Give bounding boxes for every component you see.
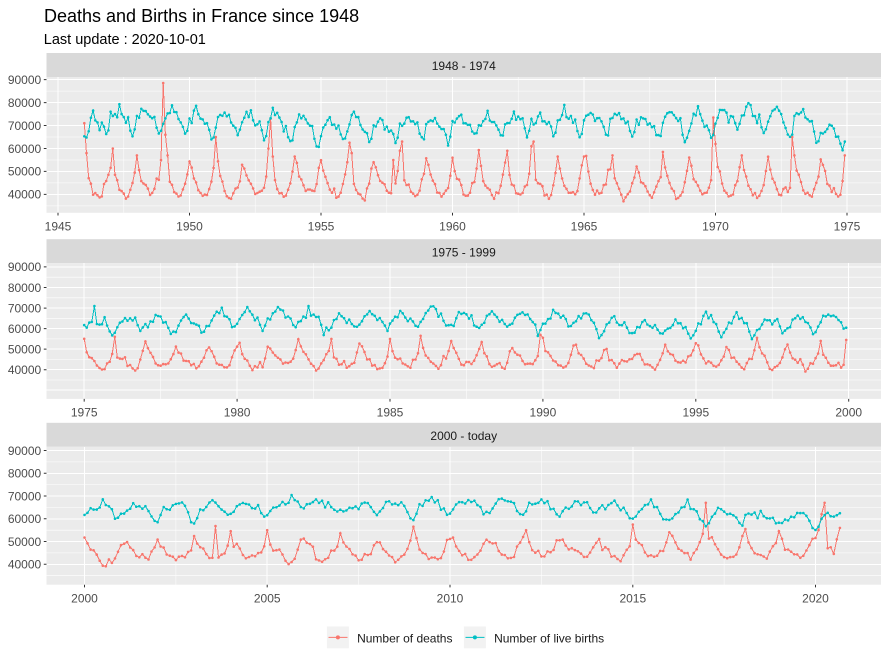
svg-text:2010: 2010 bbox=[437, 592, 464, 606]
svg-text:80000: 80000 bbox=[8, 467, 42, 481]
svg-text:1975 - 1999: 1975 - 1999 bbox=[432, 245, 496, 259]
svg-text:90000: 90000 bbox=[8, 260, 42, 274]
svg-text:40000: 40000 bbox=[8, 363, 42, 377]
svg-text:80000: 80000 bbox=[8, 281, 42, 295]
svg-text:2000: 2000 bbox=[71, 592, 98, 606]
svg-text:40000: 40000 bbox=[8, 558, 42, 572]
svg-text:90000: 90000 bbox=[8, 444, 42, 458]
svg-text:50000: 50000 bbox=[8, 165, 42, 179]
svg-text:60000: 60000 bbox=[8, 322, 42, 336]
svg-text:2005: 2005 bbox=[254, 592, 281, 606]
svg-text:1975: 1975 bbox=[834, 220, 861, 234]
svg-text:Last update : 2020-10-01: Last update : 2020-10-01 bbox=[44, 32, 206, 48]
svg-text:80000: 80000 bbox=[8, 96, 42, 110]
svg-text:1985: 1985 bbox=[377, 406, 404, 420]
svg-text:1960: 1960 bbox=[439, 220, 466, 234]
svg-text:90000: 90000 bbox=[8, 73, 42, 87]
svg-text:1970: 1970 bbox=[702, 220, 729, 234]
svg-text:1975: 1975 bbox=[71, 406, 98, 420]
svg-text:1948 - 1974: 1948 - 1974 bbox=[432, 59, 496, 73]
svg-text:50000: 50000 bbox=[8, 342, 42, 356]
svg-text:Number of deaths: Number of deaths bbox=[357, 631, 452, 645]
svg-text:1990: 1990 bbox=[530, 406, 557, 420]
svg-text:2000 - today: 2000 - today bbox=[430, 429, 497, 443]
svg-text:70000: 70000 bbox=[8, 489, 42, 503]
svg-text:1995: 1995 bbox=[682, 406, 709, 420]
svg-text:70000: 70000 bbox=[8, 119, 42, 133]
svg-text:1965: 1965 bbox=[571, 220, 598, 234]
svg-text:Number of live births: Number of live births bbox=[494, 631, 604, 645]
svg-text:60000: 60000 bbox=[8, 512, 42, 526]
svg-text:1955: 1955 bbox=[308, 220, 335, 234]
svg-text:2000: 2000 bbox=[835, 406, 862, 420]
svg-text:1980: 1980 bbox=[224, 406, 251, 420]
svg-text:50000: 50000 bbox=[8, 535, 42, 549]
svg-text:2015: 2015 bbox=[619, 592, 646, 606]
svg-text:70000: 70000 bbox=[8, 301, 42, 315]
svg-text:2020: 2020 bbox=[802, 592, 829, 606]
svg-text:Deaths and Births in France si: Deaths and Births in France since 1948 bbox=[44, 6, 359, 26]
svg-text:40000: 40000 bbox=[8, 188, 42, 202]
svg-text:1950: 1950 bbox=[176, 220, 203, 234]
svg-text:1945: 1945 bbox=[45, 220, 72, 234]
svg-text:60000: 60000 bbox=[8, 142, 42, 156]
